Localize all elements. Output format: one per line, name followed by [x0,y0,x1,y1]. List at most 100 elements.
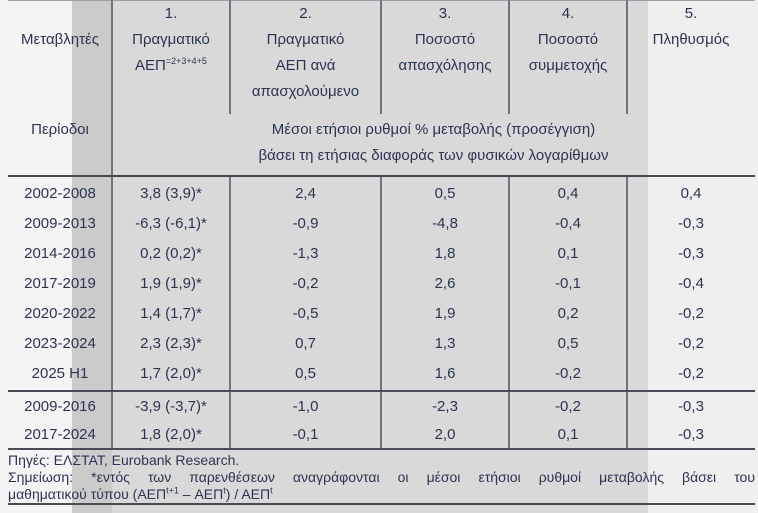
table-row: 2020-2022 1,4 (1,7)* -0,5 1,9 0,2 -0,2 [8,298,755,328]
value-cell: 2,6 [434,274,456,292]
body-divider-col1-col2 [229,177,231,448]
period-cell: 2020-2022 [24,304,96,322]
table-row-summary: 2009-2016 -3,9 (-3,7)* -1,0 -2,3 -0,2 -0… [8,392,755,420]
col1-title-line1: Πραγματικό [132,31,210,48]
col2-title-line3: απασχολούμενο [251,83,360,100]
variables-label: Μεταβλητές [21,31,99,48]
period-cell: 2009-2016 [24,397,96,415]
value-cell: -0,4 [678,274,704,292]
value-cell: -3,9 (-3,7)* [135,397,207,415]
col4-title-line1: Ποσοστό [537,31,599,48]
period-cell: 2023-2024 [24,334,96,352]
body-divider-col3-col4 [508,177,510,448]
merged-subheader-line2: βάσει τη ετήσιας διαφοράς των φυσικών λο… [258,147,609,164]
value-cell: 1,6 [434,364,456,382]
value-cell: 2,0 [434,425,456,443]
background-band-strip [72,0,112,513]
value-cell: -0,3 [678,397,704,415]
value-cell: 0,2 (0,2)* [140,244,202,262]
header-divider-variables [111,0,113,176]
value-cell: -0,3 [678,425,704,443]
table-row-summary: 2017-2024 1,8 (2,0)* -0,1 2,0 0,1 -0,3 [8,420,755,448]
value-cell: 1,8 (2,0)* [140,425,202,443]
summary-rows-separator-rule [8,390,755,392]
col1-gdp-base: ΑΕΠ [135,57,166,74]
value-cell: 1,7 (2,0)* [140,364,202,382]
body-divider-period-col1 [111,177,113,448]
col3-title-line1: Ποσοστό [414,31,476,48]
value-cell: 2,3 (2,3)* [140,334,202,352]
data-bottom-rule [8,448,755,450]
table-row: 2002-2008 3,8 (3,9)* 2,4 0,5 0,4 0,4 [8,178,755,208]
col3-title-line2: απασχόλησης [398,57,492,74]
period-cell: 2025 H1 [31,364,89,382]
period-cell: 2009-2013 [24,214,96,232]
value-cell: 0,7 [295,334,316,352]
col4-title-line2: συμμετοχής [528,57,608,74]
period-cell: 2017-2024 [24,425,96,443]
value-cell: -0,2 [678,364,704,382]
periods-label: Περίοδοι [31,121,89,138]
col2-title-line2: ΑΕΠ ανά [275,57,336,74]
footnote-line1: Σημείωση: *εντός των παρενθέσεων αναγράφ… [8,469,755,485]
value-cell: -0,5 [292,304,319,322]
table-row: 2014-2016 0,2 (0,2)* -1,3 1,8 0,1 -0,3 [8,238,755,268]
value-cell: -2,3 [432,397,458,415]
col2-number: 2. [299,5,312,22]
value-cell: -1,3 [292,244,319,262]
value-cell: 1,9 (1,9)* [140,274,202,292]
background-band-right [648,0,758,513]
col1-title-line2: ΑΕΠ=2+3+4+5 [112,55,230,77]
value-cell: 0,5 [295,364,316,382]
value-cell: 0,4 [680,184,702,202]
footnote-superscript: t [223,485,226,496]
merged-subheader-line1: Μέσοι ετήσιοι ρυθμοί % μεταβολής (προσέγ… [271,121,596,138]
value-cell: 0,4 [557,184,579,202]
table-row: 2025 H1 1,7 (2,0)* 0,5 1,6 -0,2 -0,2 [8,358,755,388]
value-cell: 2,4 [295,184,316,202]
table-top-border [8,0,755,1]
value-cell: 1,4 (1,7)* [140,304,202,322]
footnote-formula-part: ) / ΑΕΠ [225,486,271,502]
footnote-superscript: t+1 [166,485,179,496]
value-cell: -1,0 [292,397,319,415]
period-cell: 2014-2016 [24,244,96,262]
value-cell: -0,9 [292,214,319,232]
col2-title-line1: Πραγματικό [266,31,345,48]
table-row: 2017-2019 1,9 (1,9)* -0,2 2,6 -0,1 -0,4 [8,268,755,298]
value-cell: -6,3 (-6,1)* [135,214,207,232]
value-cell: 0,5 [557,334,579,352]
value-cell: 0,2 [557,304,579,322]
table-row: 2009-2013 -6,3 (-6,1)* -0,9 -4,8 -0,4 -0… [8,208,755,238]
footnote-superscript: t [270,485,273,496]
value-cell: -0,2 [678,334,704,352]
body-divider-col2-col3 [380,177,382,448]
col1-number: 1. [164,5,178,22]
col5-number: 5. [684,5,698,22]
value-cell: 1,8 [434,244,456,262]
body-divider-col4-col5 [626,177,628,448]
header-divider-col4-col5 [626,0,628,114]
value-cell: -0,2 [292,274,319,292]
value-cell: -0,4 [555,214,581,232]
value-cell: 0,1 [557,425,579,443]
value-cell: -0,1 [555,274,581,292]
col5-title-line1: Πληθυσμός [652,31,730,48]
value-cell: 1,3 [434,334,456,352]
col1-gdp-superscript: =2+3+4+5 [165,56,207,66]
period-cell: 2017-2019 [24,274,96,292]
table-row: 2023-2024 2,3 (2,3)* 0,7 1,3 0,5 -0,2 [8,328,755,358]
footnote-formula-part: μαθηματικού τύπου (ΑΕΠ [8,486,167,502]
col3-number: 3. [438,5,452,22]
col4-number: 4. [561,5,575,22]
value-cell: 0,1 [557,244,579,262]
header-bottom-rule [8,175,755,177]
value-cell: -0,2 [555,364,581,382]
table-bottom-border [8,503,755,505]
value-cell: -0,3 [678,214,704,232]
footnote-line2: μαθηματικού τύπου (ΑΕΠt+1 – ΑΕΠt) / ΑΕΠt [8,486,755,503]
value-cell: -0,2 [678,304,704,322]
value-cell: -0,3 [678,244,704,262]
value-cell: 0,5 [434,184,456,202]
